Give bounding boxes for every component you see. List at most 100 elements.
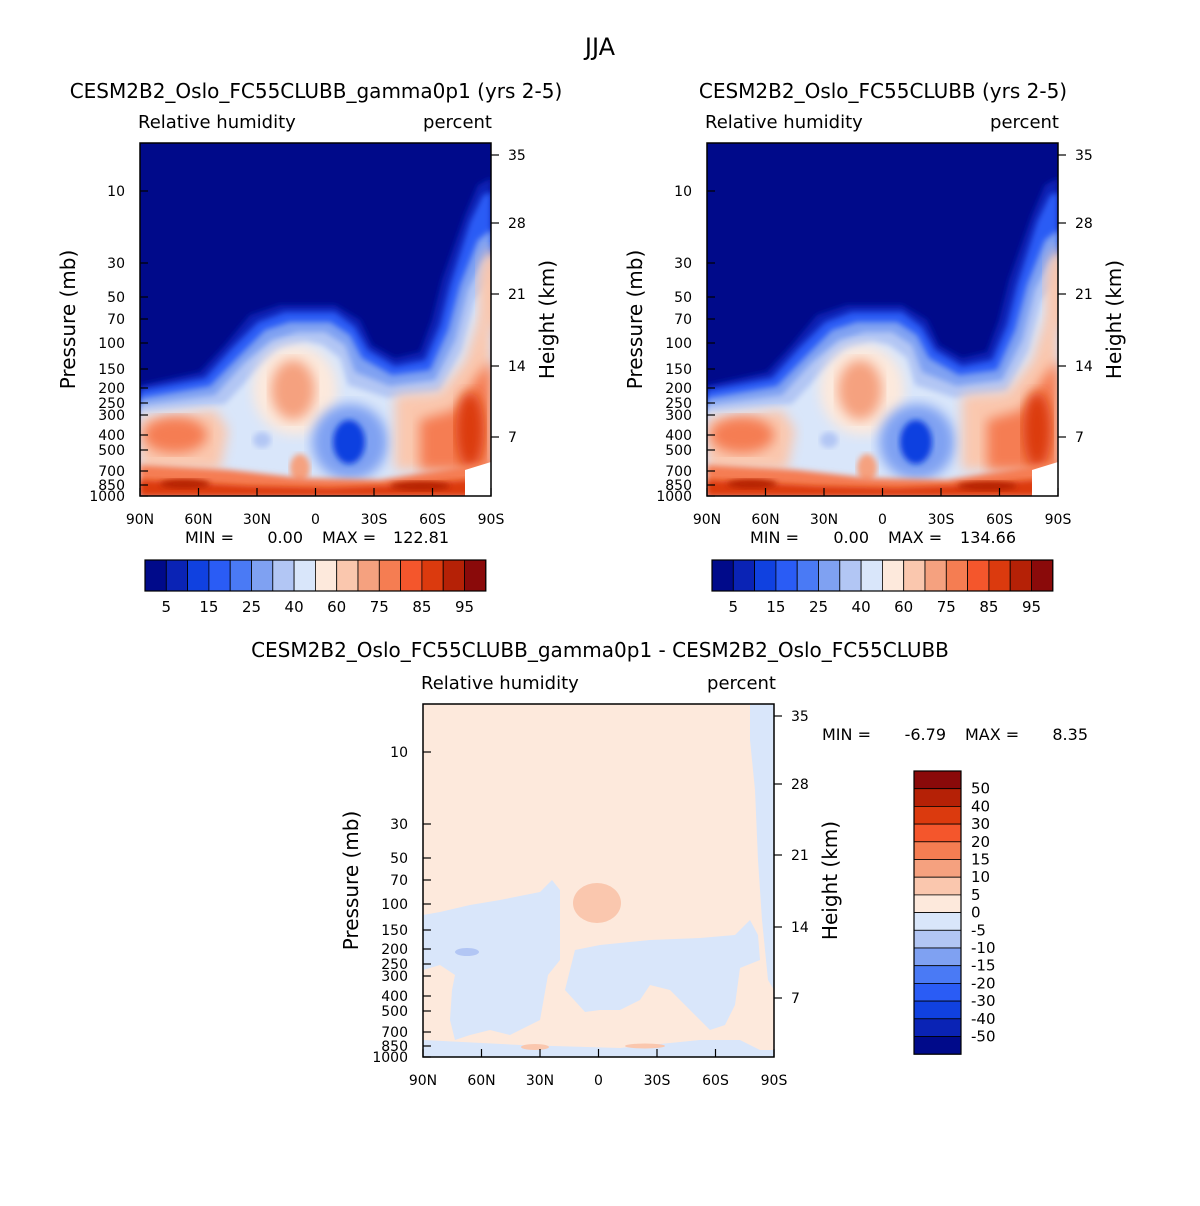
colorbar-label: -40 (971, 1010, 996, 1028)
pressure-tick-label: 300 (665, 408, 692, 424)
pressure-tick-label: 50 (674, 290, 692, 306)
colorbar-swatch (229, 559, 252, 592)
min-value: 0.00 (833, 528, 869, 547)
colorbar-swatch (442, 559, 465, 592)
colorbar-label: 20 (971, 833, 990, 851)
colorbar-label: 40 (971, 797, 990, 815)
height-tick-label: 7 (1075, 430, 1084, 446)
colorbar-swatch (165, 559, 189, 592)
colorbar-label: 85 (412, 598, 431, 616)
pressure-tick-label: 250 (98, 396, 125, 412)
colorbar-label: 25 (809, 598, 828, 616)
colorbar-swatch (796, 559, 819, 592)
latitude-tick-label: 0 (594, 1073, 603, 1089)
pressure-tick-label: 100 (98, 336, 125, 352)
units-label: percent (707, 673, 776, 694)
colorbar-swatch (187, 559, 210, 592)
colorbar-swatch (913, 1036, 962, 1055)
colorbar-label: 40 (852, 598, 871, 616)
colorbar-label: 95 (455, 598, 474, 616)
colorbar-swatch (839, 559, 862, 592)
pressure-tick-label: 70 (390, 873, 408, 889)
pressure-tick-label: 700 (665, 464, 692, 480)
height-tick-label: 28 (1075, 216, 1093, 232)
colorbar-swatch (967, 559, 990, 592)
pressure-tick-label: 100 (665, 336, 692, 352)
height-tick-label: 14 (791, 920, 809, 936)
pressure-tick-label: 700 (98, 464, 125, 480)
pressure-tick-label: 850 (98, 478, 125, 494)
colorbar-label: 15 (199, 598, 218, 616)
colorbar-label: 10 (971, 868, 990, 886)
pressure-tick-label: 500 (381, 1004, 408, 1020)
variable-label: Relative humidity (705, 112, 863, 133)
units-label: percent (990, 112, 1059, 133)
pressure-tick-label: 30 (674, 256, 692, 272)
colorbar-swatch (775, 559, 798, 592)
colorbar-swatch (903, 559, 926, 592)
colorbar-label: 25 (242, 598, 261, 616)
pressure-tick-label: 300 (98, 408, 125, 424)
pressure-tick-label: 300 (381, 969, 408, 985)
pressure-tick-label: 850 (665, 478, 692, 494)
latitude-tick-label: 30N (526, 1073, 554, 1089)
height-tick-label: 28 (791, 777, 809, 793)
rh-colorbar: 5 15 25 40 60 75 85 95 (144, 559, 487, 616)
max-value: 8.35 (1052, 725, 1088, 744)
pressure-tick-label: 150 (98, 362, 125, 378)
colorbar-label: 75 (370, 598, 389, 616)
colorbar-swatch (913, 947, 962, 967)
latitude-tick-label: 30S (928, 512, 955, 528)
height-axis-title: Height (km) (1102, 260, 1126, 379)
max-value: 122.81 (393, 528, 449, 547)
latitude-tick-label: 90N (126, 512, 154, 528)
pressure-tick-label: 200 (665, 381, 692, 397)
colorbar-label: 15 (766, 598, 785, 616)
colorbar-swatch (913, 859, 962, 878)
colorbar-label: -5 (971, 921, 986, 939)
height-tick-label: 21 (508, 287, 526, 303)
pressure-tick-label: 200 (381, 942, 408, 958)
pressure-tick-label: 850 (381, 1039, 408, 1055)
colorbar-swatch (913, 965, 962, 984)
latitude-tick-label: 60N (184, 512, 212, 528)
colorbar-label: 5 (162, 598, 172, 616)
colorbar-label: 75 (937, 598, 956, 616)
max-value: 134.66 (960, 528, 1016, 547)
pressure-axis-title: Pressure (mb) (339, 811, 363, 951)
pressure-tick-label: 400 (381, 989, 408, 1005)
latitude-tick-label: 0 (878, 512, 887, 528)
pressure-tick-label: 1000 (372, 1050, 408, 1066)
colorbar-swatch (913, 983, 962, 1002)
panel-gamma0p1: CESM2B2_Oslo_FC55CLUBB_gamma0p1 (yrs 2-5… (56, 79, 562, 616)
colorbar-swatch (144, 559, 167, 592)
colorbar-swatch (913, 894, 962, 914)
colorbar-swatch (336, 559, 359, 592)
colorbar-swatch (711, 559, 734, 592)
colorbar-swatch (945, 559, 968, 592)
panel-title: CESM2B2_Oslo_FC55CLUBB (yrs 2-5) (699, 79, 1067, 103)
page-title: JJA (583, 33, 616, 61)
latitude-tick-label: 0 (311, 512, 320, 528)
colorbar-swatch (251, 559, 274, 592)
colorbar-label: 5 (729, 598, 739, 616)
colorbar-swatch (913, 1018, 962, 1037)
pressure-tick-label: 70 (674, 312, 692, 328)
latitude-tick-label: 30N (243, 512, 271, 528)
colorbar-label: 60 (894, 598, 913, 616)
colorbar-label: -20 (971, 974, 996, 992)
latitude-tick-label: 90N (409, 1073, 437, 1089)
latitude-tick-label: 30S (644, 1073, 671, 1089)
colorbar-label: 40 (285, 598, 304, 616)
colorbar-swatch (988, 559, 1011, 592)
pressure-tick-label: 1000 (656, 489, 692, 505)
colorbar-swatch (924, 559, 947, 592)
colorbar-label: -15 (971, 957, 996, 975)
colorbar-swatch (357, 559, 380, 592)
colorbar-swatch (913, 1000, 962, 1020)
variable-label: Relative humidity (138, 112, 296, 133)
pressure-tick-label: 500 (98, 443, 125, 459)
min-value: 0.00 (267, 528, 303, 547)
pressure-tick-label: 10 (390, 745, 408, 761)
